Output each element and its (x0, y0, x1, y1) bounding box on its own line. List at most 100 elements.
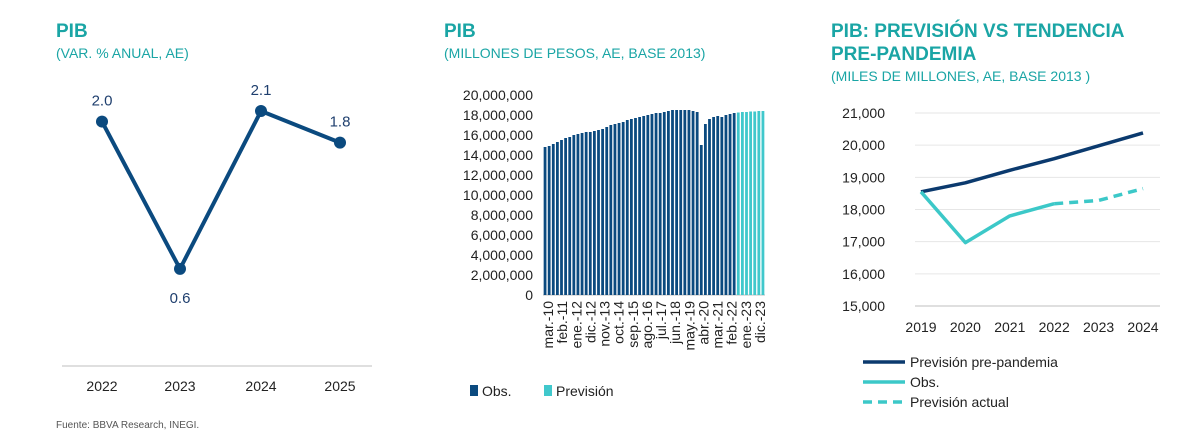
bar (547, 146, 551, 295)
bar (679, 110, 683, 295)
bar (666, 111, 670, 295)
bar (720, 117, 724, 295)
x-tick-label: 2022 (1039, 319, 1070, 335)
bar (732, 113, 736, 295)
series-line-2 (1054, 186, 1144, 206)
bar (703, 124, 707, 295)
x-tick-label: may.-19 (681, 301, 697, 351)
data-point (334, 136, 346, 149)
bar (592, 131, 596, 295)
bar (708, 119, 711, 295)
bar (560, 140, 563, 295)
data-point (255, 105, 267, 118)
x-tick-label: ene.-12 (568, 301, 584, 349)
bar (629, 119, 633, 295)
data-point (96, 115, 108, 128)
y-tick-label: 17,000 (842, 234, 885, 250)
bar (584, 132, 588, 295)
x-tick-label: 2024 (1127, 319, 1158, 335)
bar (555, 142, 559, 295)
series-line-0 (920, 131, 1144, 194)
bar (564, 138, 568, 295)
x-tick-label: 2021 (994, 319, 1025, 335)
x-tick-label: 2023 (1083, 319, 1114, 335)
legend-label-0: Previsión pre-pandemia (910, 354, 1058, 370)
x-tick-label: 2019 (905, 319, 936, 335)
bar (601, 129, 605, 295)
chart3-subtitle: (MILES DE MILLONES, AE, BASE 2013 ) (831, 68, 1091, 84)
chart2-title: PIB (444, 21, 476, 42)
data-label: 1.8 (330, 114, 351, 131)
bar (736, 112, 740, 295)
source-note: Fuente: BBVA Research, INEGI. (56, 420, 200, 431)
y-tick-label: 21,000 (842, 105, 885, 121)
bar (642, 116, 646, 295)
data-label: 2.1 (251, 82, 272, 99)
chart3-title-line1: PIB: PREVISIÓN VS TENDENCIA (831, 21, 1125, 42)
bar (740, 112, 744, 295)
bar (588, 132, 592, 295)
y-tick-label: 4,000,000 (471, 247, 533, 263)
series-line (100, 109, 341, 271)
chart2-svg: 20,000,000 18,000,000 16,000,000 14,000,000… (463, 87, 768, 399)
bar (695, 112, 699, 295)
y-tick-label: 19,000 (842, 169, 885, 185)
x-tick-label: 2022 (86, 378, 117, 394)
data-label: 2.0 (92, 93, 113, 110)
bar (646, 115, 650, 295)
bar (662, 112, 666, 295)
bar (654, 113, 658, 295)
x-tick-label: mar.-10 (540, 301, 556, 349)
bar (712, 117, 716, 295)
bar (683, 110, 687, 295)
y-tick-label: 12,000,000 (463, 167, 533, 183)
x-tick-label: sep.-15 (625, 301, 641, 348)
y-tick-label: 18,000,000 (463, 107, 533, 123)
bar (551, 144, 555, 295)
bar (605, 127, 609, 295)
bar (745, 112, 748, 295)
legend-swatch-obs (470, 385, 478, 396)
x-tick-label: jul.-17 (653, 301, 669, 340)
bar (638, 117, 642, 295)
bar (675, 110, 679, 295)
legend-label-obs: Obs. (482, 383, 512, 399)
y-tick-label: 14,000,000 (463, 147, 533, 163)
x-tick-label: 2024 (245, 378, 276, 394)
y-tick-label: 18,000 (842, 202, 885, 218)
x-tick-label: nov.-13 (597, 301, 613, 347)
bar (687, 110, 691, 295)
bar (634, 118, 637, 295)
x-tick-label: dic.-23 (752, 301, 768, 343)
bar (699, 145, 703, 295)
bar (753, 111, 757, 295)
x-tick-label: 2025 (324, 378, 355, 394)
chart1-subtitle: (VAR. % ANUAL, AE) (56, 45, 189, 61)
chart1-svg: 2.0 0.6 2.1 1.8 2022 2023 2024 2025 (62, 82, 372, 394)
bar (650, 114, 654, 295)
bar (621, 122, 625, 295)
bar (613, 124, 617, 295)
x-tick-label: dic.-12 (582, 301, 598, 343)
legend-label-1: Obs. (910, 374, 940, 390)
x-tick-label: mar.-21 (710, 301, 726, 349)
bar (716, 116, 720, 295)
bar (625, 120, 629, 295)
bar (597, 130, 600, 295)
bar (749, 111, 753, 295)
x-tick-label: feb.-22 (724, 301, 740, 345)
legend-swatch-prevision (544, 385, 552, 396)
x-tick-label: abr.-20 (695, 301, 711, 345)
bar (728, 114, 732, 295)
x-tick-label: ago.-16 (639, 301, 655, 349)
bar (691, 111, 695, 295)
bar (757, 111, 761, 295)
y-tick-label: 2,000,000 (471, 267, 533, 283)
x-tick-label: 2020 (950, 319, 981, 335)
x-tick-label: jun.-18 (667, 301, 683, 345)
chart2-subtitle: (MILLONES DE PESOS, AE, BASE 2013) (444, 45, 706, 61)
bar (658, 113, 662, 295)
data-point (174, 262, 186, 275)
legend-label-2: Previsión actual (910, 394, 1009, 410)
bar (568, 137, 572, 295)
